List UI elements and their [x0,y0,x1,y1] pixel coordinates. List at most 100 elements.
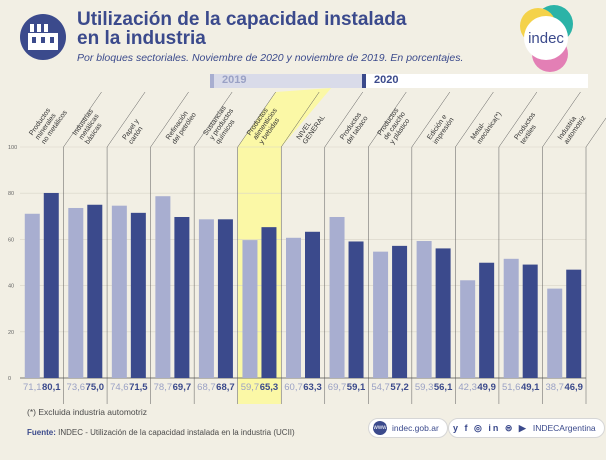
value-label-2019: 59,7 [241,382,260,393]
page-subtitle: Por bloques sectoriales. Noviembre de 20… [77,52,464,64]
header-diagonal [237,91,276,148]
value-label-2019: 38,7 [545,382,564,393]
value-label-2019: 74,6 [110,382,129,393]
value-label-2020: 46,9 [564,382,583,393]
bar-2020 [522,264,538,378]
header-diagonal [455,91,494,148]
bar-2020 [130,212,146,378]
header-diagonal [63,91,102,148]
social-handle: INDECArgentina [532,423,596,433]
header-diagonal [193,91,233,148]
bar-2020 [174,216,190,378]
bar-2019 [416,241,432,378]
bar-2019 [503,258,519,378]
header-diagonal [281,91,320,148]
source-line: Fuente: INDEC - Utilización de la capaci… [27,428,295,437]
logo-text: indec [528,30,564,47]
header-diagonal [368,91,407,148]
source-text: INDEC - Utilización de la capacidad inst… [58,428,295,437]
value-label-2020: 59,1 [347,382,366,393]
highlight-band-header [237,88,332,147]
bar-2019 [329,216,345,378]
value-label-2020: 49,1 [521,382,540,393]
source-label: Fuente: [27,428,56,437]
bar-2019 [460,280,476,378]
footnote: (*) Excluida industria automotriz [27,407,147,417]
page-title: Utilización de la capacidad instalada en… [77,10,407,48]
bar-2019 [155,196,171,378]
bar-2020 [435,248,451,378]
y-tick-label: 40 [8,284,14,290]
value-label-2019: 51,6 [502,382,521,393]
legend-2020: 2020 [362,74,588,88]
value-label-2019: 59,3 [415,382,434,393]
bar-2019 [547,288,563,378]
bar-2020 [87,204,103,378]
bar-2020 [566,269,582,378]
value-label-2019: 68,7 [197,382,216,393]
value-label-2020: 68,7 [216,382,235,393]
value-label-2019: 69,7 [328,382,347,393]
social-links[interactable]: y f ◎ in ⊜ ▶ INDECArgentina [448,418,605,438]
value-label-2019: 42,3 [458,382,477,393]
social-icons: y f ◎ in ⊜ ▶ [453,422,528,433]
y-tick-label: 80 [8,191,14,197]
bar-2019 [198,219,214,378]
header-diagonal [585,117,606,148]
header-diagonal [324,91,363,148]
y-tick-label: 0 [8,376,11,382]
legend-2019: 2019 [210,74,362,88]
bar-2019 [111,205,127,378]
header-diagonal [411,91,451,148]
y-tick-label: 20 [8,330,14,336]
bar-2019 [286,237,301,378]
header-diagonal [498,91,538,148]
y-tick-label: 100 [8,145,17,151]
value-label-2020: 49,9 [477,382,496,393]
title-line-2: en la industria [77,28,206,49]
value-label-2020: 75,0 [86,382,105,393]
bar-2020 [217,219,233,378]
header-diagonal [542,91,581,148]
category-label: Metal-mecánica(*) [470,111,503,146]
bar-2020 [43,192,59,378]
bar-2020 [479,262,495,378]
value-label-2020: 56,1 [434,382,453,393]
value-label-2020: 69,7 [173,382,192,393]
bar-2020 [305,231,320,378]
value-label-2020: 63,3 [303,382,322,393]
value-label-2019: 78,7 [154,382,173,393]
value-label-2019: 54,7 [371,382,390,393]
bar-2020 [348,241,364,378]
value-label-2019: 60,7 [284,382,303,393]
bar-2020 [392,245,408,378]
value-label-2020: 57,2 [390,382,409,393]
bar-2019 [24,213,40,378]
bar-2019 [68,207,84,378]
value-label-2019: 71,1 [23,382,42,393]
value-label-2019: 73,6 [67,382,86,393]
bar-2019 [373,251,389,378]
y-tick-label: 60 [8,237,14,243]
title-line-1: Utilización de la capacidad instalada [77,9,407,30]
web-link[interactable]: www indec.gob.ar [368,418,448,438]
indec-logo: indec [520,5,573,72]
header-diagonal [106,91,146,148]
bar-2019 [242,240,258,378]
web-icon: www [373,421,387,435]
header-diagonal [150,91,189,148]
web-url: indec.gob.ar [392,423,439,433]
value-label-2020: 71,5 [129,382,148,393]
value-label-2020: 80,1 [42,382,61,393]
